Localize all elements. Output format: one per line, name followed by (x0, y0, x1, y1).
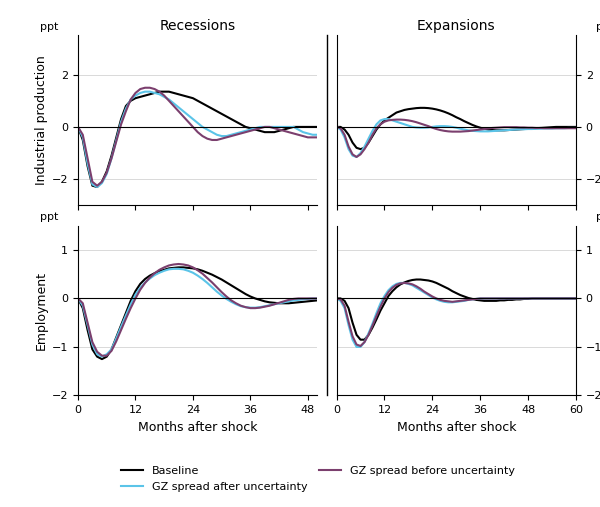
Text: ppt: ppt (40, 212, 58, 222)
Title: Recessions: Recessions (160, 19, 236, 33)
Y-axis label: Industrial production: Industrial production (35, 55, 47, 185)
Title: Expansions: Expansions (417, 19, 496, 33)
X-axis label: Months after shock: Months after shock (397, 421, 516, 433)
Text: ppt: ppt (596, 22, 600, 32)
X-axis label: Months after shock: Months after shock (138, 421, 257, 433)
Text: ppt: ppt (596, 212, 600, 222)
Legend: Baseline, GZ spread after uncertainty, GZ spread before uncertainty: Baseline, GZ spread after uncertainty, G… (116, 462, 520, 496)
Y-axis label: Employment: Employment (35, 271, 47, 350)
Text: ppt: ppt (40, 22, 58, 32)
